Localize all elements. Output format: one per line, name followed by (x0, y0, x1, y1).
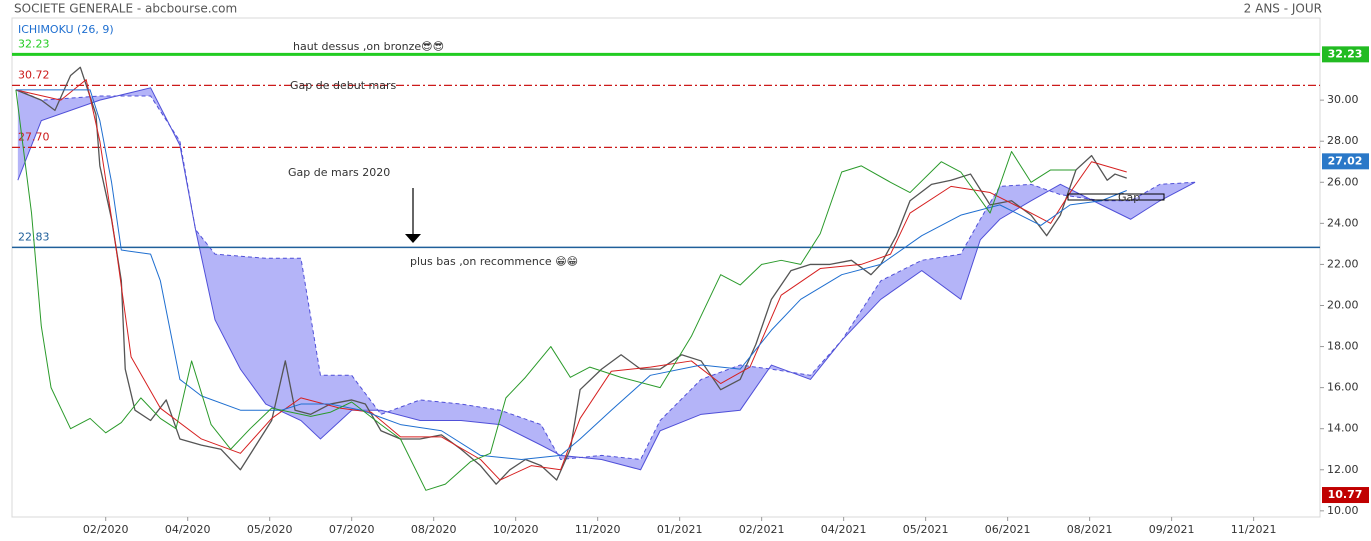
y-tick-label: 20.00 (1327, 298, 1359, 311)
y-tick-label: 10.00 (1327, 504, 1359, 517)
level-label: 32.23 (18, 37, 50, 50)
x-tick-label: 05/2020 (247, 523, 293, 536)
x-tick-label: 02/2021 (739, 523, 785, 536)
price-badge-label: 27.02 (1328, 154, 1363, 167)
price-badge (1322, 153, 1369, 170)
level-label: 30.72 (18, 68, 50, 81)
x-tick-label: 08/2020 (411, 523, 457, 536)
x-tick-label: 04/2020 (165, 523, 211, 536)
y-tick-label: 26.00 (1327, 175, 1359, 188)
price-badge-label: 32.23 (1328, 47, 1363, 60)
annotation: haut dessus ,on bronze😎😎 (293, 40, 444, 53)
price-badge-label: 10.77 (1328, 488, 1363, 501)
price-badge (1322, 487, 1369, 504)
y-tick-label: 12.00 (1327, 463, 1359, 476)
x-tick-label: 05/2021 (903, 523, 949, 536)
annotation: Gap de debut mars (290, 79, 396, 92)
price-badge (1322, 46, 1369, 63)
x-tick-label: 01/2021 (657, 523, 703, 536)
gap-box (1067, 193, 1165, 201)
x-tick-label: 08/2021 (1067, 523, 1113, 536)
indicator-label: ICHIMOKU (26, 9) (18, 23, 114, 36)
x-tick-label: 02/2020 (83, 523, 129, 536)
period-label: 2 ANS - JOUR (1244, 2, 1322, 16)
chart-title: SOCIETE GENERALE - abcbourse.com (14, 2, 237, 16)
annotations: haut dessus ,on bronze😎😎 Gap de debut ma… (288, 40, 1165, 268)
annotation: Gap (1118, 191, 1140, 204)
x-tick-label: 11/2021 (1231, 523, 1277, 536)
y-tick-label: 16.00 (1327, 381, 1359, 394)
x-tick-label: 07/2020 (329, 523, 375, 536)
x-tick-label: 11/2020 (575, 523, 621, 536)
x-tick-label: 06/2021 (985, 523, 1031, 536)
y-tick-label: 14.00 (1327, 422, 1359, 435)
y-tick-label: 24.00 (1327, 216, 1359, 229)
level-label: 27.70 (18, 130, 50, 143)
plot-area: 10.00 12.00 14.00 16.00 18.00 20.00 22.00 24.00… (12, 37, 1369, 536)
annotation: Gap de mars 2020 (288, 166, 390, 179)
annotation: plus bas ,on recommence 😁😁 (410, 255, 578, 268)
y-tick-label: 22.00 (1327, 257, 1359, 270)
series-line (15, 89, 1127, 461)
series-line (15, 89, 1076, 491)
y-tick-label: 18.00 (1327, 340, 1359, 353)
series-line (15, 79, 1127, 481)
y-tick-label: 30.00 (1327, 93, 1359, 106)
cloud-span-a (17, 87, 1196, 471)
x-tick-label: 10/2020 (493, 523, 539, 536)
cloud-span-b (17, 89, 1196, 461)
arrow-head (405, 234, 421, 243)
x-tick-label: 04/2021 (821, 523, 867, 536)
x-tick-label: 09/2021 (1149, 523, 1195, 536)
cloud-fill (17, 87, 1196, 470)
y-tick-label: 28.00 (1327, 134, 1359, 147)
